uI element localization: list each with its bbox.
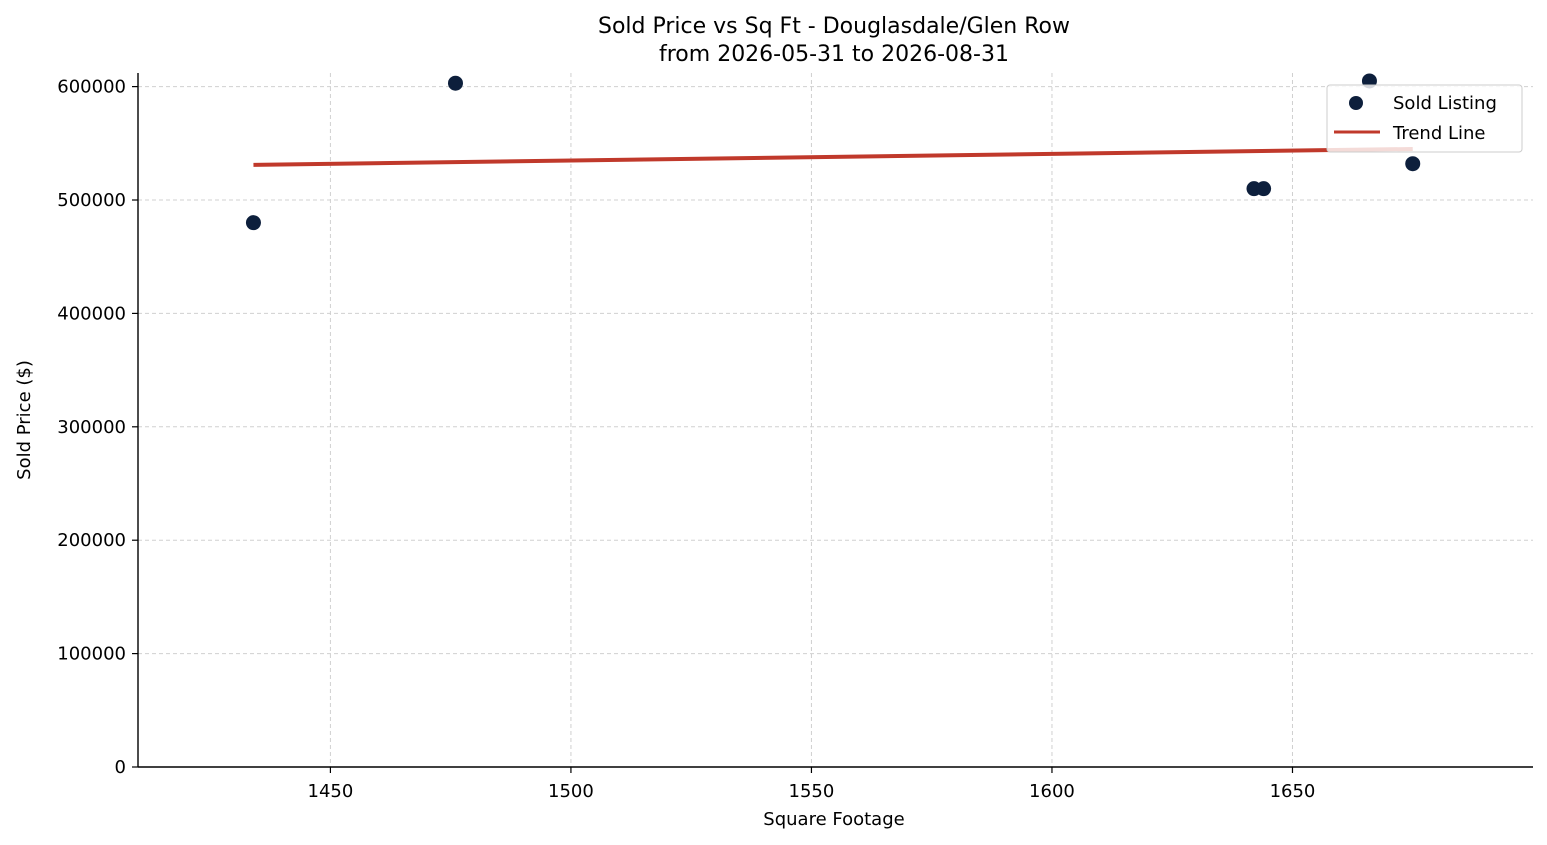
x-tick-label: 1650 <box>1270 781 1316 802</box>
y-tick-label: 100000 <box>57 644 126 665</box>
y-axis-ticks: 0 100000 200000 300000 400000 500000 600000 <box>57 77 138 778</box>
x-tick-label: 1550 <box>789 781 835 802</box>
legend-label-sold-listing: Sold Listing <box>1393 93 1497 114</box>
x-tick-label: 1450 <box>308 781 354 802</box>
y-tick-label: 400000 <box>57 303 126 324</box>
trend-line <box>253 146 1413 167</box>
scatter-point <box>1405 156 1421 172</box>
scatter-point <box>1256 181 1272 197</box>
chart-title: Sold Price vs Sq Ft - Douglasdale/Glen R… <box>598 14 1070 39</box>
scatter-points <box>245 73 1421 231</box>
x-tick-label: 1500 <box>548 781 594 802</box>
y-tick-label: 300000 <box>57 417 126 438</box>
legend-label-trend-line: Trend Line <box>1392 123 1486 144</box>
trend-line-layer <box>253 146 1413 167</box>
y-tick-label: 0 <box>115 757 126 778</box>
y-tick-label: 600000 <box>57 77 126 98</box>
legend: Sold Listing Trend Line <box>1326 84 1523 153</box>
legend-scatter-marker <box>1349 96 1363 110</box>
y-tick-label: 200000 <box>57 530 126 551</box>
scatter-point <box>245 215 261 231</box>
y-axis-label: Sold Price ($) <box>14 360 35 480</box>
x-tick-label: 1600 <box>1029 781 1075 802</box>
chart-subtitle: from 2026-05-31 to 2026-08-31 <box>659 42 1009 67</box>
legend-box <box>1326 84 1523 153</box>
x-axis-ticks: 1450 1500 1550 1600 1650 <box>308 767 1316 802</box>
grid <box>138 73 1533 767</box>
y-tick-label: 500000 <box>57 190 126 211</box>
x-axis-label: Square Footage <box>763 809 904 830</box>
scatter-point <box>447 75 463 91</box>
